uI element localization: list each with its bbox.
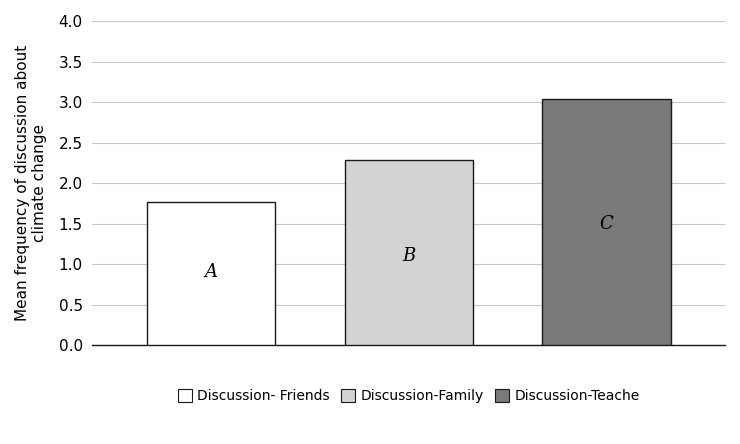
- Text: B: B: [402, 247, 415, 265]
- Text: C: C: [599, 215, 613, 233]
- Text: A: A: [204, 263, 218, 281]
- Legend: Discussion- Friends, Discussion-Family, Discussion-Teache: Discussion- Friends, Discussion-Family, …: [178, 389, 639, 403]
- Y-axis label: Mean frequency of discussion about
climate change: Mean frequency of discussion about clima…: [15, 45, 47, 321]
- Bar: [345, 160, 473, 345]
- Bar: [542, 99, 670, 345]
- Bar: [147, 202, 275, 345]
